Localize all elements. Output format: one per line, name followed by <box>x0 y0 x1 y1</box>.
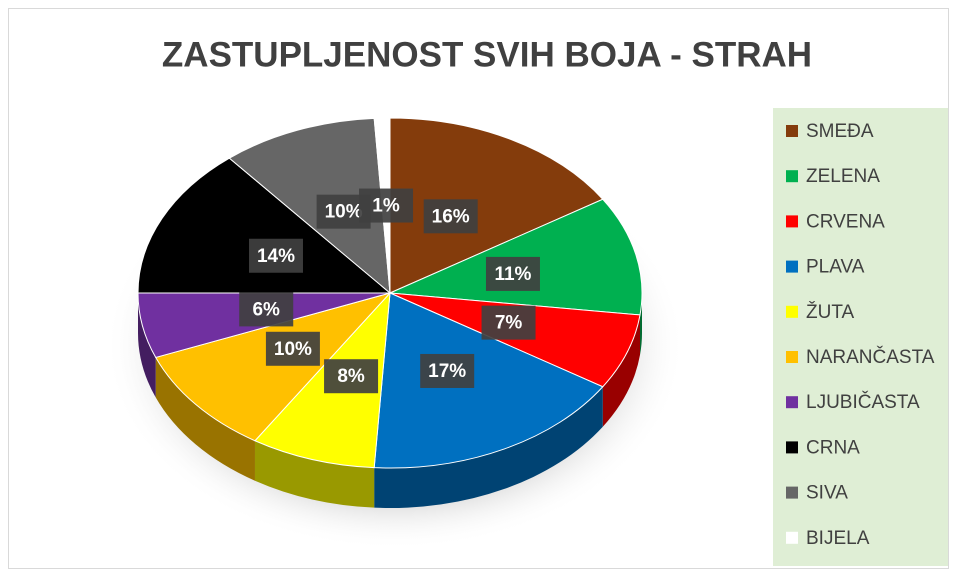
data-label: 11% <box>494 264 531 285</box>
legend-box <box>773 108 948 566</box>
pie-slice <box>373 292 604 469</box>
chart-title: ZASTUPLJENOST SVIH BOJA - STRAH <box>162 35 812 74</box>
data-label: 17% <box>428 361 466 382</box>
legend-label: CRNA <box>806 437 860 458</box>
data-label: 16% <box>432 206 470 227</box>
data-label: 10% <box>325 202 363 223</box>
legend-swatch <box>786 125 798 137</box>
legend-label: SIVA <box>806 483 848 504</box>
data-label: 7% <box>495 313 523 334</box>
pie-slice <box>389 292 641 388</box>
legend-swatch <box>786 351 798 363</box>
pie-slice <box>254 291 391 469</box>
data-label-box <box>324 359 379 394</box>
legend-label: NARANČASTA <box>806 346 935 368</box>
data-label-box <box>423 199 478 234</box>
legend-swatch <box>786 215 798 228</box>
data-label: 1% <box>372 196 400 217</box>
data-label-box <box>265 331 320 366</box>
data-label-box <box>248 238 303 273</box>
pie-slice-side <box>138 293 156 398</box>
pie-slice-side <box>374 386 603 508</box>
data-label: 6% <box>252 299 280 320</box>
data-label: 14% <box>257 246 295 267</box>
legend-label: PLAVA <box>806 257 865 278</box>
legend-swatch <box>786 305 798 318</box>
pie-slice <box>154 292 392 442</box>
legend-label: ZELENA <box>806 166 880 187</box>
pie-slice <box>389 117 604 294</box>
legend-label: CRVENA <box>806 211 885 232</box>
legend-swatch <box>786 170 798 183</box>
legend-swatch <box>786 486 798 499</box>
legend-swatch <box>786 260 798 273</box>
pie-slice-side <box>254 440 375 508</box>
legend-swatch <box>786 531 798 544</box>
legend-label: BIJELA <box>806 528 870 549</box>
legend-swatch <box>786 396 798 409</box>
data-label: 10% <box>274 339 312 360</box>
pie-slice <box>137 157 392 294</box>
pie-slice-side <box>602 314 641 427</box>
legend-swatch <box>786 441 798 454</box>
pie-slice-side <box>155 357 255 481</box>
data-label-box <box>239 292 294 327</box>
legend-label: SMEĐA <box>806 121 874 142</box>
legend-label: LJUBIČASTA <box>806 391 920 413</box>
legend-label: ŽUTA <box>806 301 855 323</box>
data-label: 8% <box>337 366 365 387</box>
data-label-box <box>481 305 536 340</box>
data-label-box <box>485 256 540 291</box>
data-label-box <box>420 353 475 388</box>
data-label-box <box>359 188 414 223</box>
pie-slice <box>228 117 391 295</box>
